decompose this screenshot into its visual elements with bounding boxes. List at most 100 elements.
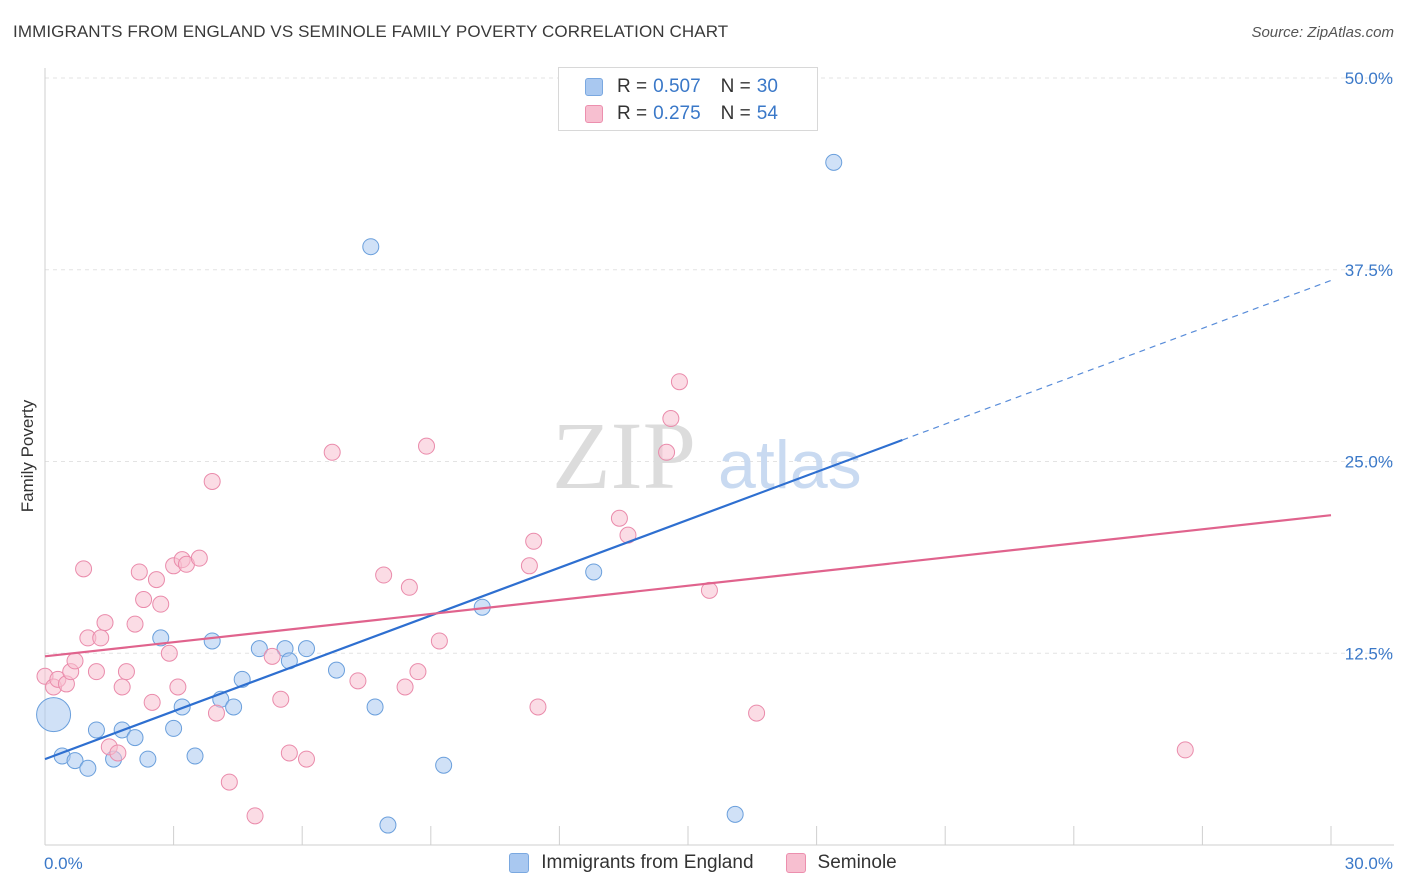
y-tick-label: 25.0%: [1345, 453, 1393, 472]
england-point: [225, 698, 243, 716]
seminole-point: [203, 472, 221, 490]
y-tick-label: 37.5%: [1345, 261, 1393, 280]
seminole-point: [662, 410, 680, 428]
england-point: [297, 640, 315, 658]
trend-layer: [44, 279, 1332, 761]
england-point: [79, 759, 97, 777]
seminole-point: [400, 578, 418, 596]
legend-swatch-england: [585, 78, 603, 96]
legend-item-seminole[interactable]: Seminole: [785, 852, 897, 874]
england-point: [165, 719, 183, 737]
legend-r-value: 0.507: [653, 76, 701, 97]
seminole-point: [323, 443, 341, 461]
seminole-point: [130, 563, 148, 581]
legend-row-seminole: R = 0.275 N = 54: [585, 102, 778, 126]
seminole-point: [135, 591, 153, 609]
grid-layer: [45, 77, 1394, 654]
seminole-point: [113, 678, 131, 696]
legend-n-label: N =: [720, 76, 751, 97]
watermark-atlas: atlas: [718, 427, 862, 503]
seminole-point: [658, 443, 676, 461]
seminole-point: [160, 644, 178, 662]
england-point: [139, 750, 157, 768]
legend-item-england[interactable]: Immigrants from England: [509, 852, 754, 874]
england-point: [250, 640, 268, 658]
seminole-point: [748, 704, 766, 722]
seminole-point: [263, 647, 281, 665]
legend-r-value: 0.275: [653, 103, 701, 124]
england-point: [87, 721, 105, 739]
seminole-point: [109, 744, 127, 762]
england-point: [366, 698, 384, 716]
legend-swatch-seminole: [785, 853, 806, 873]
england-point: [126, 729, 144, 747]
seminole-point: [409, 663, 427, 681]
x-tick-label: 30.0%: [1345, 854, 1393, 873]
england-trend-line: [44, 438, 903, 761]
seminole-point: [1176, 741, 1194, 759]
seminole-point: [349, 672, 367, 690]
england-point: [36, 697, 72, 733]
england-point: [825, 153, 843, 171]
series-legend: Immigrants from England Seminole: [0, 852, 1406, 874]
england-point: [327, 661, 345, 679]
seminole-point: [529, 698, 547, 716]
legend-r-label: R =: [617, 103, 648, 124]
seminole-point: [418, 437, 436, 455]
y-axis-label: Family Poverty: [18, 399, 37, 513]
seminole-point: [297, 750, 315, 768]
england-point: [66, 752, 84, 770]
seminole-trend-line: [44, 514, 1332, 658]
legend-swatch-england: [509, 853, 530, 873]
seminole-point: [117, 663, 135, 681]
seminole-point: [520, 557, 538, 575]
seminole-point: [610, 509, 628, 527]
england-point: [585, 563, 603, 581]
legend-label-england: Immigrants from England: [541, 852, 754, 873]
seminole-point: [430, 632, 448, 650]
england-point: [435, 756, 453, 774]
correlation-legend: R = 0.507 N = 30 R = 0.275 N = 54: [558, 67, 818, 131]
seminole-point: [246, 807, 264, 825]
seminole-point: [190, 549, 208, 567]
seminole-point: [280, 744, 298, 762]
seminole-point: [126, 615, 144, 633]
y-tick-label: 50.0%: [1345, 69, 1393, 88]
seminole-point: [220, 773, 238, 791]
england-point: [362, 238, 380, 256]
seminole-point: [670, 373, 688, 391]
seminole-point: [525, 532, 543, 550]
legend-n-value: 30: [756, 76, 778, 97]
chart-title: IMMIGRANTS FROM ENGLAND VS SEMINOLE FAMI…: [13, 22, 729, 41]
seminole-point: [96, 614, 114, 632]
x-tick-label: 0.0%: [44, 854, 83, 873]
seminole-point: [396, 678, 414, 696]
seminole-point: [207, 704, 225, 722]
legend-swatch-seminole: [585, 105, 603, 123]
seminole-point: [147, 571, 165, 589]
seminole-point: [169, 678, 187, 696]
england-point: [726, 805, 744, 823]
legend-n-value: 54: [756, 103, 778, 124]
legend-n-label: N =: [720, 103, 751, 124]
seminole-point: [152, 595, 170, 613]
england-trend-extension: [902, 279, 1332, 441]
seminole-point: [375, 566, 393, 584]
seminole-point: [92, 629, 110, 647]
points-layer: [36, 153, 1194, 834]
seminole-point: [87, 663, 105, 681]
watermark: ZIP atlas: [552, 402, 862, 509]
england-point: [379, 816, 397, 834]
source-label: Source: ZipAtlas.com: [1251, 24, 1394, 41]
seminole-point: [143, 693, 161, 711]
seminole-point: [272, 690, 290, 708]
england-point: [203, 632, 221, 650]
seminole-point: [75, 560, 93, 578]
legend-label-seminole: Seminole: [817, 852, 897, 873]
legend-row-england: R = 0.507 N = 30: [585, 75, 778, 99]
tick-labels: 12.5% 25.0% 37.5% 50.0% 0.0% 30.0%: [44, 69, 1393, 873]
y-tick-label: 12.5%: [1345, 644, 1393, 663]
legend-r-label: R =: [617, 76, 648, 97]
england-point: [152, 629, 170, 647]
